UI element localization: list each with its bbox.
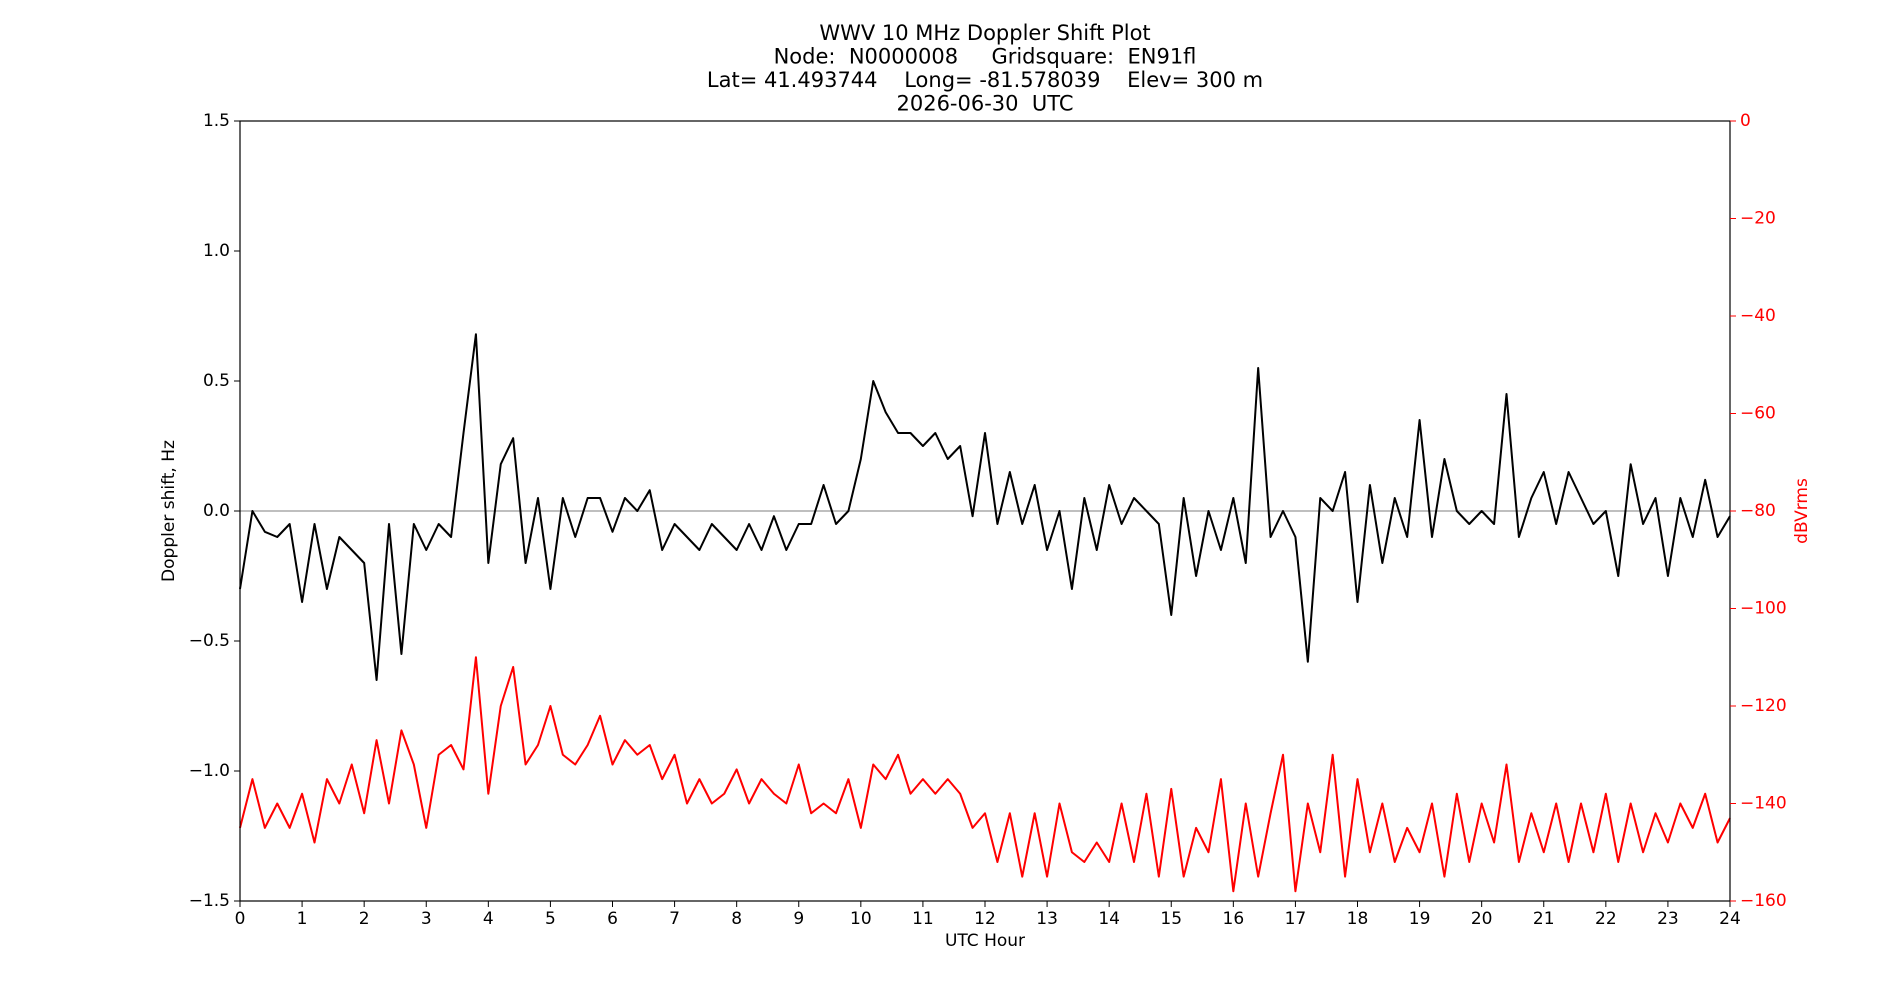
data-line: [239, 656, 1731, 893]
y-axis-label: Doppler shift, Hz: [159, 440, 179, 582]
y2-tick-label: −40: [1740, 306, 1776, 326]
x-tick-label: 17: [1285, 909, 1307, 929]
y-tick-label: −0.5: [189, 631, 230, 651]
y-tick-label: −1.0: [189, 761, 230, 781]
x-tick-label: 23: [1657, 909, 1679, 929]
x-tick-label: 19: [1409, 909, 1431, 929]
x-tick-label: 3: [421, 909, 432, 929]
y-tick-label: 1.5: [203, 111, 230, 131]
data-line: [239, 333, 1731, 681]
y2-tick-label: −60: [1740, 404, 1776, 424]
x-tick-label: 6: [607, 909, 618, 929]
x-tick-label: 4: [483, 909, 494, 929]
chart-title: WWV 10 MHz Doppler Shift Plot: [819, 21, 1150, 45]
x-tick-label: 7: [669, 909, 680, 929]
x-tick-label: 21: [1533, 909, 1555, 929]
y2-tick-label: −20: [1740, 209, 1776, 229]
x-tick-label: 2: [359, 909, 370, 929]
chart-title: 2026-06-30 UTC: [896, 92, 1073, 116]
y-tick-label: 0.5: [203, 371, 230, 391]
x-tick-label: 1: [297, 909, 308, 929]
y2-tick-label: −160: [1740, 891, 1787, 911]
y2-axis-label: dBVrms: [1792, 478, 1812, 544]
y2-tick-label: −100: [1740, 599, 1787, 619]
y2-tick-label: −140: [1740, 794, 1787, 814]
x-tick-label: 0: [235, 909, 246, 929]
x-tick-label: 9: [793, 909, 804, 929]
x-tick-label: 20: [1471, 909, 1493, 929]
x-tick-label: 5: [545, 909, 556, 929]
x-tick-label: 11: [912, 909, 934, 929]
x-axis-label: UTC Hour: [945, 931, 1025, 951]
y2-tick-label: −80: [1740, 501, 1776, 521]
x-tick-label: 12: [974, 909, 996, 929]
x-tick-label: 16: [1223, 909, 1245, 929]
chart-title: Lat= 41.493744 Long= -81.578039 Elev= 30…: [707, 68, 1263, 92]
y-tick-label: 0.0: [203, 501, 230, 521]
x-tick-label: 10: [850, 909, 872, 929]
x-tick-label: 24: [1719, 909, 1741, 929]
y2-tick-label: −120: [1740, 696, 1787, 716]
x-tick-label: 13: [1036, 909, 1058, 929]
x-tick-label: 14: [1098, 909, 1120, 929]
y-tick-label: 1.0: [203, 241, 230, 261]
x-tick-label: 15: [1160, 909, 1182, 929]
chart-title: Node: N0000008 Gridsquare: EN91fl: [774, 45, 1197, 69]
x-tick-label: 18: [1347, 909, 1369, 929]
x-tick-label: 22: [1595, 909, 1617, 929]
y2-tick-label: 0: [1740, 111, 1751, 131]
y-tick-label: −1.5: [189, 891, 230, 911]
x-tick-label: 8: [731, 909, 742, 929]
